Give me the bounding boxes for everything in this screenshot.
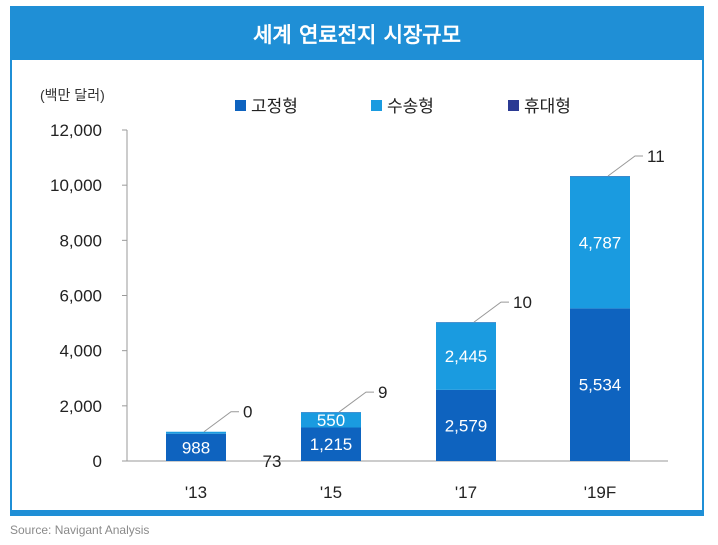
leader-line <box>607 155 643 177</box>
data-label-stationary: 1,215 <box>310 435 353 454</box>
data-label-transport: 550 <box>317 411 345 430</box>
bar-transport <box>166 431 226 434</box>
bottom-bar <box>10 510 704 516</box>
x-tick-label: '13 <box>185 483 207 502</box>
data-label-stationary: 2,579 <box>445 416 488 435</box>
y-tick-label: 8,000 <box>59 231 102 250</box>
bar-stationary <box>436 389 496 461</box>
y-tick-label: 4,000 <box>59 342 102 361</box>
legend-swatch <box>371 100 382 111</box>
y-tick-label: 12,000 <box>50 121 102 140</box>
legend-label: 휴대형 <box>524 97 571 116</box>
source-note: Source: Navigant Analysis <box>10 523 150 537</box>
legend-label: 고정형 <box>251 97 298 116</box>
x-tick-label: '15 <box>320 483 342 502</box>
leader-line <box>338 391 374 413</box>
y-tick-label: 6,000 <box>59 287 102 306</box>
bar-transport <box>301 412 361 428</box>
leader-line <box>203 411 239 433</box>
data-label-portable: 10 <box>513 293 532 312</box>
y-tick-label: 10,000 <box>50 176 102 195</box>
bar-stationary <box>301 427 361 461</box>
data-label-transport: 2,445 <box>445 347 488 366</box>
bar-transport <box>570 176 630 309</box>
bar-stationary <box>570 308 630 461</box>
x-tick-label: '19F <box>584 483 617 502</box>
legend-swatch <box>235 100 246 111</box>
data-label-transport: 73 <box>263 452 282 471</box>
data-label-portable: 9 <box>378 383 387 402</box>
unit-label: (백만 달러) <box>40 87 105 103</box>
data-label-stationary: 988 <box>182 438 210 457</box>
bar-transport <box>436 322 496 390</box>
leader-line <box>473 301 509 323</box>
data-label-transport: 4,787 <box>579 233 622 252</box>
legend-swatch <box>508 100 519 111</box>
bar-stationary <box>166 433 226 461</box>
y-tick-label: 0 <box>93 452 102 471</box>
data-label-portable: 0 <box>243 403 252 422</box>
data-label-stationary: 5,534 <box>579 376 622 395</box>
y-tick-label: 2,000 <box>59 397 102 416</box>
chart-title: 세계 연료전지 시장규모 <box>12 8 702 60</box>
x-tick-label: '17 <box>455 483 477 502</box>
data-label-portable: 11 <box>647 147 665 166</box>
legend-label: 수송형 <box>387 97 434 116</box>
